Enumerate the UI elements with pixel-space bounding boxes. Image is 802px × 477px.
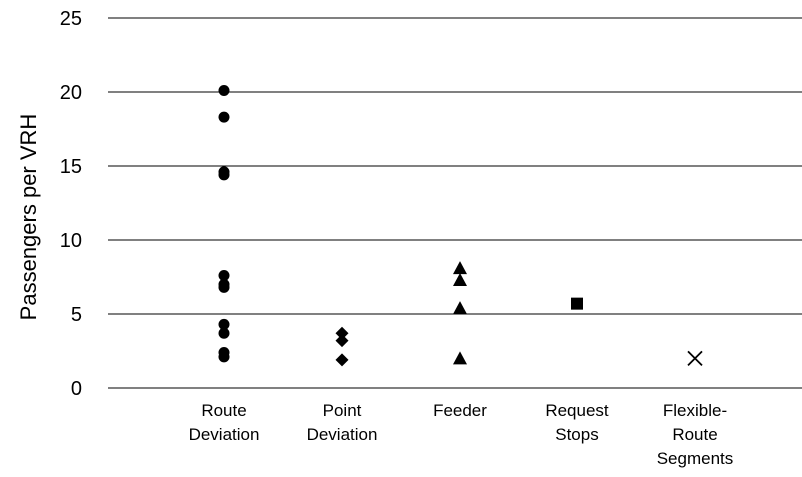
y-axis-tick-labels: 0 5 10 15 20 25 [60, 8, 82, 400]
triangle-point [453, 272, 467, 286]
x-category-label-line: Feeder [433, 401, 487, 420]
x-category-label: Flexible- Route Segments [657, 401, 734, 468]
y-tick-label: 10 [60, 230, 82, 252]
x-category-label-line: Stops [555, 425, 598, 444]
x-category-label-line: Route [672, 425, 717, 444]
circle-point [218, 351, 230, 363]
y-tick-label: 5 [71, 304, 82, 326]
circle-point [218, 318, 230, 330]
x-category-label-line: Segments [657, 449, 734, 468]
y-tick-label: 0 [71, 378, 82, 400]
diamond-point [335, 334, 349, 348]
diamond-point [335, 353, 349, 367]
x-category-label-line: Flexible- [663, 401, 727, 420]
square-point [571, 297, 583, 310]
y-tick-label: 25 [60, 8, 82, 30]
x-category-label-line: Deviation [189, 425, 260, 444]
x-category-label: Point Deviation [307, 401, 378, 444]
circle-point [218, 85, 230, 97]
circle-point [218, 327, 230, 339]
circle-point [218, 169, 230, 181]
y-axis-title: Passengers per VRH [16, 114, 41, 321]
x-category-label: Request Stops [545, 401, 609, 444]
circle-point [218, 281, 230, 293]
diamond-point [335, 326, 349, 340]
data-points [218, 85, 703, 367]
x-category-label-line: Deviation [307, 425, 378, 444]
x-axis-category-labels: Route Deviation Point Deviation Feeder Reques… [189, 401, 734, 468]
gridlines [108, 17, 802, 389]
triangle-point [453, 301, 467, 315]
circle-point [218, 270, 230, 282]
x-category-label-line: Point [323, 401, 362, 420]
x-category-label: Feeder [433, 401, 487, 420]
x-category-label: Route Deviation [189, 401, 260, 444]
x-category-label-line: Request [545, 401, 609, 420]
x-category-label-line: Route [201, 401, 246, 420]
y-tick-label: 20 [60, 82, 82, 104]
x-point [687, 350, 703, 367]
triangle-point [453, 351, 467, 365]
circle-point [218, 111, 230, 123]
y-tick-label: 15 [60, 156, 82, 178]
triangle-point [453, 261, 467, 275]
